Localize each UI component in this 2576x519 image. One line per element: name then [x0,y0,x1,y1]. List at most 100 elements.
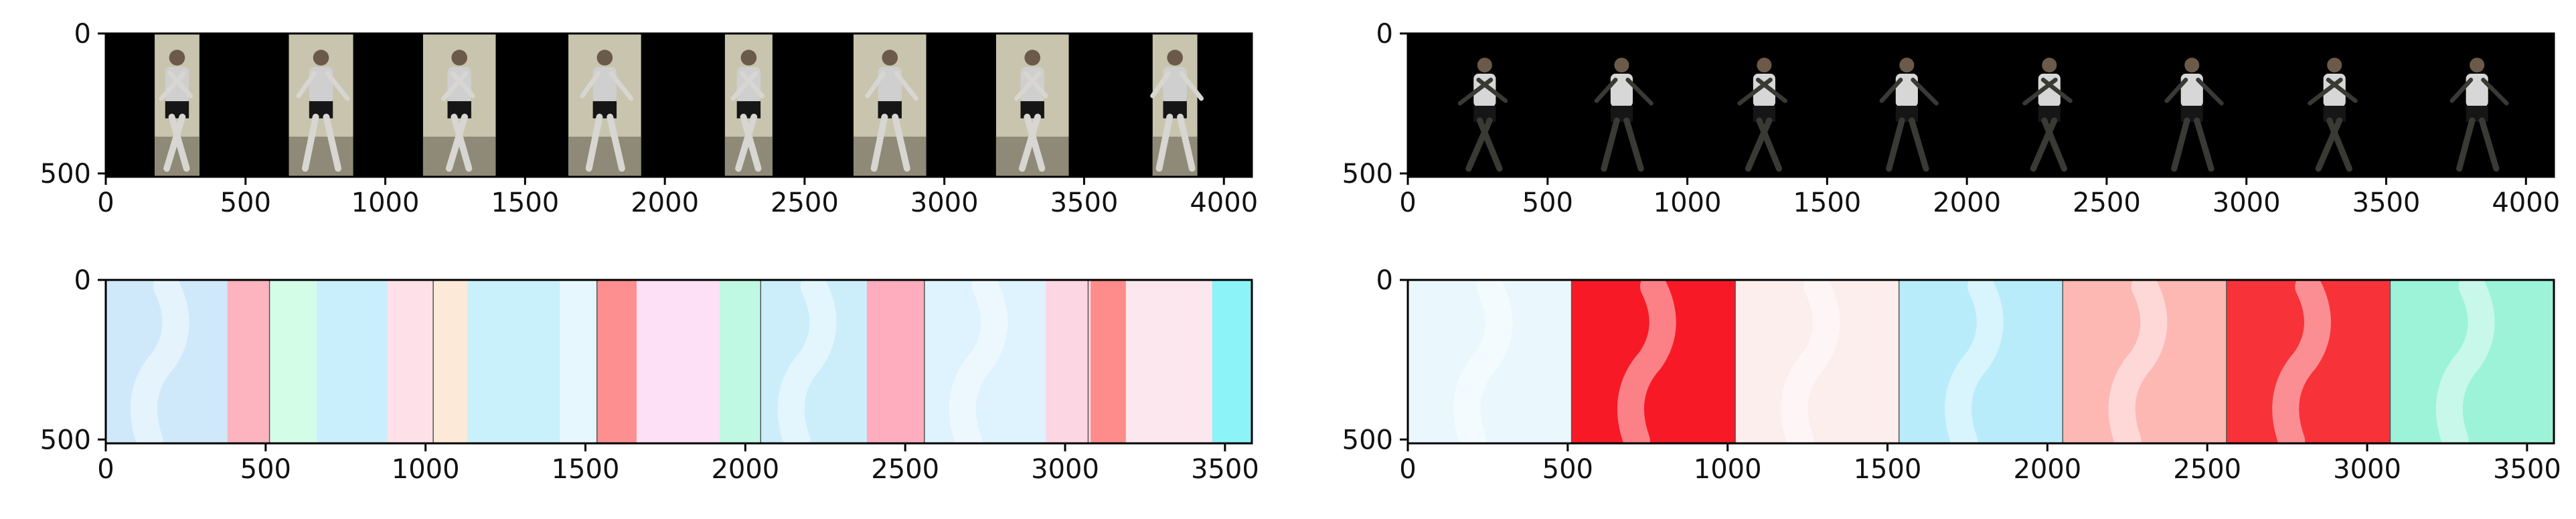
axis-frame [1406,32,2555,178]
flow-silhouette [130,280,189,443]
x-tick-label: 500 [240,454,291,485]
axis-frame [104,279,1253,445]
axis-frame [104,32,1253,178]
image-area [1408,280,2554,443]
x-tick-label: 3000 [910,188,979,218]
flow-segment [636,280,720,443]
flow-segment [596,280,637,443]
y-tick-label: 0 [1376,265,1393,296]
x-tick-label: 2000 [1933,188,2001,218]
x-tick-label: 0 [1399,188,1416,218]
x-tick-label: 2500 [2173,454,2241,485]
flow-silhouette [1617,280,1676,443]
flow-segment [1212,280,1252,443]
flow-silhouette [2272,280,2331,443]
walker-figure [1737,58,1787,172]
flow-silhouette [2108,280,2168,443]
axis-frame [1406,279,2555,445]
flow-segment [1125,280,1213,443]
walker-figure [1879,58,1939,172]
walker-figure [2164,58,2224,172]
x-tick-label: 1000 [392,454,460,485]
image-background [106,33,1252,177]
walker-figure [441,50,475,172]
flow-segment [760,280,868,443]
x-tick-label: 1000 [351,188,420,218]
flow-segment [433,280,468,443]
x-tick-label: 2000 [2013,454,2081,485]
x-tick-label: 2000 [631,188,699,218]
x-tick-label: 3500 [2352,188,2421,218]
walker-figure [2449,58,2509,172]
walker-figure [159,50,193,172]
walker-figure [2022,58,2073,172]
walker-figure [730,50,764,172]
flow-segment [2063,280,2227,443]
walker-figure [865,50,919,172]
flow-segment [866,280,925,443]
x-tick-label: 500 [1542,454,1593,485]
x-tick-label: 3500 [2493,454,2561,485]
flow-silhouette [949,280,1008,443]
x-tick-label: 2000 [711,454,779,485]
x-tick-label: 1500 [491,188,559,218]
y-tick-label: 0 [74,265,91,296]
flow-silhouette [1945,280,2004,443]
walker-figure [580,50,634,172]
walker-figure [1457,58,1508,172]
x-tick-label: 3000 [2333,454,2401,485]
flow-segment [2390,280,2554,443]
x-tick-label: 1000 [1694,454,1762,485]
x-tick-label: 2500 [771,188,839,218]
flow-segment [269,280,317,443]
flow-segment [560,280,598,443]
flow-segment [387,280,434,443]
x-tick-label: 0 [97,454,114,485]
x-tick-label: 3500 [1050,188,1119,218]
flow-silhouette [1781,280,1840,443]
x-tick-label: 2500 [2073,188,2141,218]
x-tick-label: 2500 [871,454,939,485]
image-area [1408,33,2554,177]
x-tick-label: 3000 [2212,188,2281,218]
x-tick-label: 0 [97,188,114,218]
y-tick-label: 0 [1376,19,1393,50]
flow-silhouette [777,280,837,443]
walker-figure [1150,50,1204,172]
flow-silhouette [2435,280,2495,443]
flow-segment [1899,280,2063,443]
flow-segment [106,280,228,443]
x-tick-label: 1500 [1793,188,1861,218]
flow-segment [1046,280,1091,443]
flow-segment [720,280,761,443]
x-tick-label: 1500 [552,454,620,485]
walker-figure [1014,50,1048,172]
x-tick-label: 500 [1522,188,1573,218]
y-tick-label: 500 [40,159,91,190]
flow-segment [1091,280,1127,443]
walker-figure [2308,58,2358,172]
flow-segment [1408,280,1573,443]
flow-segment [317,280,388,443]
y-tick-label: 500 [1342,159,1393,190]
flow-silhouette [1453,280,1513,443]
flow-segment [924,280,1046,443]
flow-segment [467,280,560,443]
x-tick-label: 4000 [1190,188,1258,218]
x-tick-label: 3000 [1031,454,1099,485]
flow-segment [227,280,270,443]
y-tick-label: 500 [1342,425,1393,455]
image-background [1408,33,2554,177]
x-tick-label: 1000 [1654,188,1722,218]
x-tick-label: 4000 [2492,188,2560,218]
x-tick-label: 1500 [1854,454,1922,485]
image-area [106,280,1252,443]
flow-segment [1571,280,1736,443]
flow-segment [1735,280,1900,443]
walker-figure [1594,58,1654,172]
